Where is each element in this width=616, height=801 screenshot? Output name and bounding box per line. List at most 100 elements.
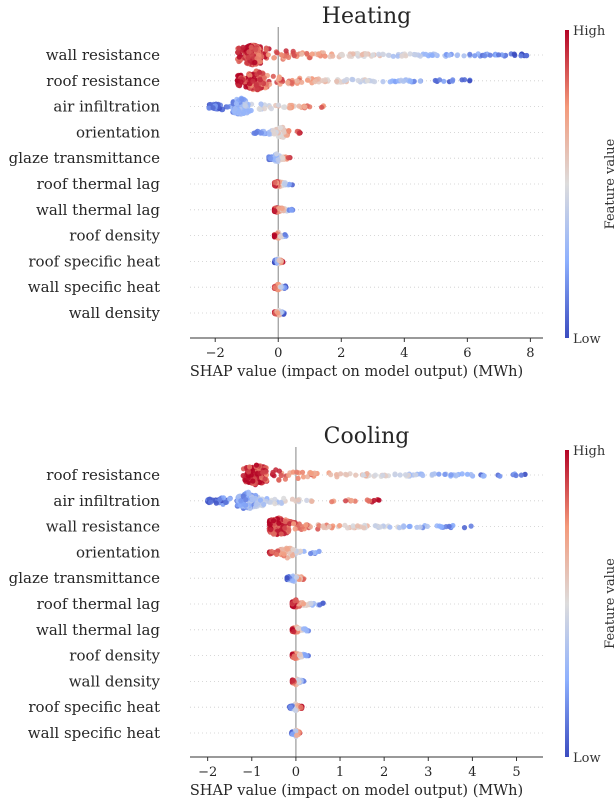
shap-point — [263, 47, 269, 53]
shap-point — [372, 472, 378, 478]
shap-point — [454, 52, 460, 59]
shap-point — [304, 77, 311, 83]
shap-point — [290, 48, 296, 54]
feature-label: roof resistance — [46, 466, 160, 484]
shap-point — [295, 497, 301, 503]
shap-point — [348, 497, 355, 504]
shap-point — [300, 474, 307, 480]
shap-point — [461, 53, 467, 59]
shap-point — [287, 704, 294, 710]
feature-swarm — [235, 42, 530, 68]
shap-point — [442, 471, 448, 477]
colorbar: High Low Feature value — [565, 444, 616, 766]
shap-point — [262, 476, 268, 482]
shap-point — [363, 51, 369, 57]
shap-point — [284, 575, 290, 581]
shap-point — [213, 500, 219, 506]
shap-point — [380, 472, 386, 478]
shap-point — [294, 469, 300, 475]
shap-point — [246, 491, 252, 497]
feature-swarm — [286, 701, 305, 714]
shap-point — [281, 551, 287, 557]
shap-point — [246, 49, 252, 55]
shap-point — [223, 499, 229, 505]
shap-point — [261, 75, 267, 81]
shap-point — [292, 598, 298, 604]
shap-point — [330, 53, 336, 59]
feature-label: roof thermal lag — [37, 595, 161, 613]
x-tick-label: −2 — [206, 346, 225, 361]
x-tick-label: 0 — [274, 346, 282, 361]
shap-point — [309, 51, 315, 57]
shap-point — [275, 157, 281, 163]
shap-point — [243, 84, 249, 90]
shap-point — [279, 205, 285, 211]
shap-point — [276, 75, 282, 81]
shap-point — [411, 78, 417, 84]
shap-point — [294, 78, 300, 84]
shap-point — [308, 470, 314, 476]
shap-point — [256, 479, 263, 485]
feature-label: glaze transmittance — [9, 569, 160, 587]
shap-point — [403, 53, 409, 59]
shap-point — [518, 472, 525, 478]
shap-point — [301, 601, 307, 607]
shap-point — [299, 469, 306, 475]
shap-point — [238, 498, 244, 504]
shap-point — [429, 471, 435, 477]
shap-point — [337, 523, 343, 529]
shap-point — [297, 130, 303, 136]
shap-point — [350, 77, 356, 83]
shap-point — [272, 208, 278, 214]
shap-point — [272, 285, 278, 291]
shap-point — [326, 524, 332, 530]
shap-point — [316, 51, 322, 57]
shap-point — [253, 130, 259, 136]
shap-point — [387, 79, 393, 85]
shap-point — [253, 82, 259, 88]
feature-swarm — [251, 124, 303, 140]
x-tick-label: 2 — [337, 346, 345, 361]
feature-label: wall specific heat — [28, 724, 160, 742]
shap-point — [274, 551, 280, 558]
shap-point — [303, 522, 309, 528]
shap-point — [446, 523, 452, 530]
shap-point — [312, 79, 318, 85]
shap-point — [399, 53, 405, 59]
shap-point — [286, 54, 292, 61]
shap-point — [291, 629, 297, 635]
x-tick-label: 2 — [380, 765, 388, 780]
colorbar-low-label: Low — [573, 332, 601, 347]
shap-point — [294, 732, 300, 739]
shap-point — [274, 50, 280, 56]
shap-point — [285, 79, 291, 86]
shap-point — [322, 53, 328, 59]
shap-point — [400, 78, 407, 84]
shap-point — [299, 51, 305, 57]
shap-point — [295, 625, 301, 632]
shap-point — [241, 501, 247, 507]
shap-point — [407, 51, 413, 57]
shap-point — [429, 52, 435, 58]
shap-point — [257, 77, 263, 83]
shap-point — [364, 78, 370, 84]
shap-point — [496, 52, 502, 58]
feature-swarm — [240, 462, 528, 488]
colorbar-high-label: High — [573, 24, 606, 39]
shap-point — [282, 518, 289, 525]
shap-point — [281, 129, 287, 135]
shap-point — [240, 44, 246, 51]
x-tick-label: 4 — [400, 346, 408, 361]
shap-point — [282, 232, 288, 238]
shap-point — [288, 207, 295, 213]
shap-point — [467, 51, 473, 58]
shap-point — [307, 55, 313, 61]
shap-point — [518, 53, 524, 59]
shap-point — [511, 51, 517, 57]
shap-point — [337, 471, 344, 477]
shap-point — [376, 497, 382, 503]
shap-point — [328, 472, 334, 478]
shap-point — [240, 493, 246, 499]
shap-point — [448, 472, 454, 478]
colorbar-gradient — [565, 450, 569, 757]
